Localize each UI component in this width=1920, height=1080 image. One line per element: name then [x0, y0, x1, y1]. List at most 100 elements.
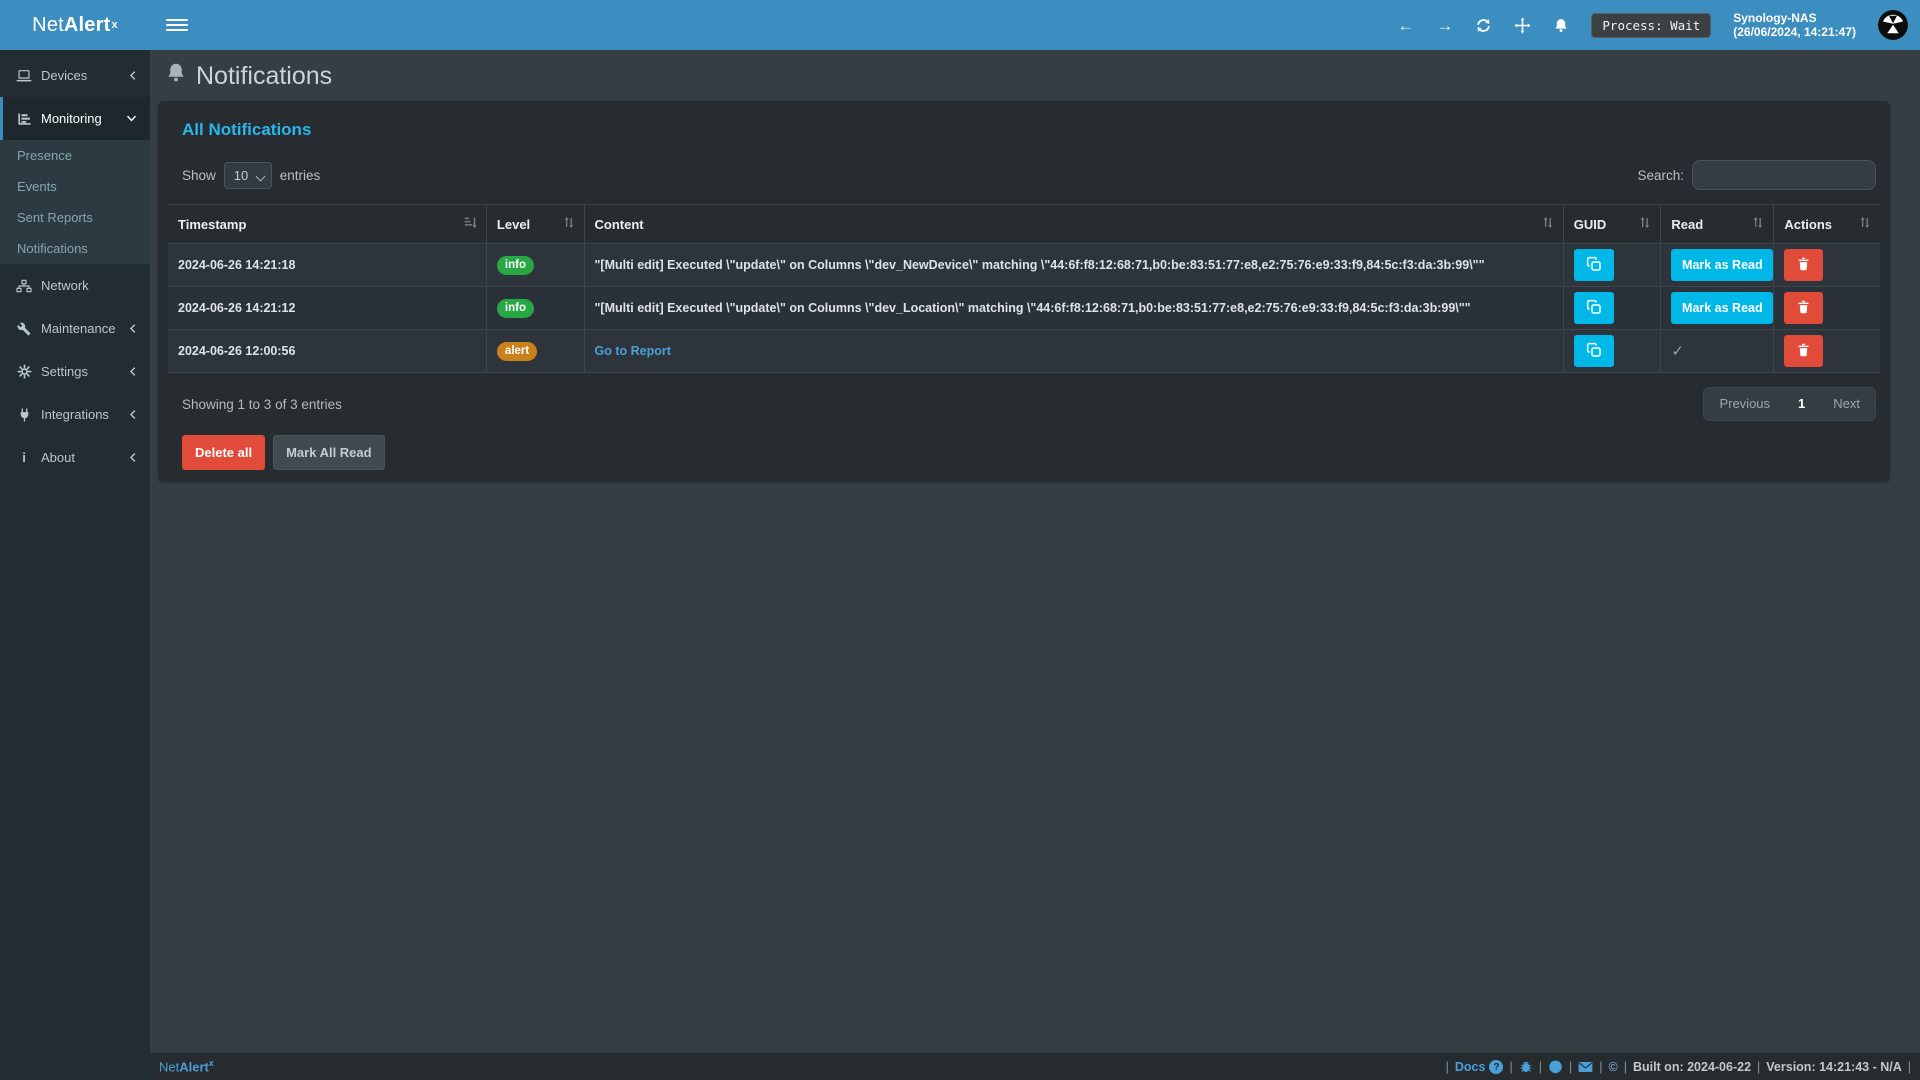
navbar-right: ← →	[1397, 10, 1908, 40]
column-header-timestamp[interactable]: Timestamp	[168, 204, 487, 244]
chart-icon	[16, 112, 32, 126]
sidebar-item-network[interactable]: Network	[0, 264, 150, 307]
actions-cell	[1773, 243, 1880, 287]
plug-icon	[16, 407, 32, 422]
sidebar-item-presence[interactable]: Presence	[17, 148, 72, 163]
copy-icon	[1586, 256, 1602, 275]
notifications-card: All Notifications Show 10 entries Search…	[158, 101, 1890, 482]
footer: NetAlertx | Docs ? | |	[150, 1053, 1920, 1080]
github-icon[interactable]	[1548, 1059, 1563, 1074]
content-cell: Go to Report	[584, 329, 1564, 373]
sidebar-item-label: Network	[41, 278, 89, 293]
copy-guid-button[interactable]	[1573, 292, 1614, 324]
monitoring-submenu: Presence Events Sent Reports Notificatio…	[0, 140, 150, 264]
page-length-select[interactable]: 10	[223, 161, 272, 189]
copyright-link[interactable]: ©	[1608, 1059, 1618, 1074]
sidebar-item-about[interactable]: i About	[0, 436, 150, 479]
refresh-icon[interactable]	[1475, 17, 1492, 34]
actions-cell	[1773, 329, 1880, 373]
pagination-page-1[interactable]: 1	[1798, 396, 1806, 411]
pagination-next[interactable]: Next	[1833, 396, 1860, 411]
search-input[interactable]	[1692, 160, 1876, 190]
sidebar-item-label: About	[41, 450, 75, 465]
status-badge: info	[496, 255, 534, 275]
sidebar-item-monitoring[interactable]: Monitoring	[0, 97, 150, 140]
column-header-guid[interactable]: GUID	[1563, 204, 1662, 244]
read-cell: ✓	[1660, 329, 1775, 373]
column-header-content[interactable]: Content	[584, 204, 1564, 244]
timestamp-cell: 2024-06-26 12:00:56	[168, 329, 487, 373]
app-logo[interactable]: Net Alert x	[32, 13, 118, 36]
chevron-left-icon	[128, 452, 137, 463]
status-badge: info	[496, 298, 534, 318]
table-row: 2024-06-26 12:00:56 alert Go to Report	[168, 329, 1880, 373]
trash-icon	[1796, 342, 1811, 361]
notifications-bell-icon[interactable]	[1553, 17, 1569, 34]
sidebar-item-sent-reports[interactable]: Sent Reports	[17, 210, 93, 225]
bug-report-icon[interactable]	[1519, 1060, 1533, 1074]
guid-cell	[1563, 329, 1662, 373]
chevron-left-icon	[128, 323, 137, 334]
move-icon[interactable]	[1514, 16, 1532, 34]
sidebar-item-settings[interactable]: Settings	[0, 350, 150, 393]
column-header-level[interactable]: Level	[486, 204, 585, 244]
column-header-read[interactable]: Read	[1660, 204, 1775, 244]
mark-as-read-button[interactable]: Mark as Read	[1671, 249, 1773, 281]
footer-brand[interactable]: NetAlertx	[159, 1058, 214, 1075]
sidebar-item-events[interactable]: Events	[17, 179, 57, 194]
sidebar-item-label: Settings	[41, 364, 88, 379]
sidebar-item-notifications[interactable]: Notifications	[17, 241, 88, 256]
content-area: Notifications All Notifications Show 10 …	[150, 50, 1920, 1053]
process-status-badge[interactable]: Process: Wait	[1591, 12, 1712, 38]
sort-desc-icon	[464, 216, 477, 232]
guid-cell	[1563, 286, 1662, 330]
read-cell: Mark as Read	[1660, 243, 1775, 287]
copy-guid-button[interactable]	[1573, 249, 1614, 281]
delete-notification-button[interactable]	[1784, 292, 1824, 324]
delete-notification-button[interactable]	[1784, 335, 1824, 367]
mark-as-read-button[interactable]: Mark as Read	[1671, 292, 1773, 324]
forward-arrow-icon[interactable]: →	[1436, 15, 1454, 35]
delete-notification-button[interactable]	[1784, 249, 1824, 281]
pagination-previous[interactable]: Previous	[1719, 396, 1771, 411]
table-row: 2024-06-26 14:21:12 info "[Multi edit] E…	[168, 286, 1880, 330]
sidebar-toggle-button[interactable]	[166, 19, 188, 31]
content-cell: "[Multi edit] Executed \"update\" on Col…	[584, 286, 1564, 330]
sitemap-icon	[16, 279, 32, 293]
table-header-row: Timestamp Level	[168, 204, 1880, 244]
show-label: Show	[182, 167, 216, 183]
wrench-icon	[16, 322, 32, 336]
go-to-report-link[interactable]: Go to Report	[594, 344, 671, 358]
sidebar-item-maintenance[interactable]: Maintenance	[0, 307, 150, 350]
delete-all-button[interactable]: Delete all	[182, 435, 266, 470]
page-header: Notifications	[150, 50, 1920, 101]
table-info-text: Showing 1 to 3 of 3 entries	[182, 396, 342, 412]
page-length-control: Show 10 entries	[182, 161, 321, 189]
copy-guid-button[interactable]	[1573, 335, 1614, 367]
actions-cell	[1773, 286, 1880, 330]
sidebar-item-integrations[interactable]: Integrations	[0, 393, 150, 436]
back-arrow-icon[interactable]: ←	[1397, 15, 1415, 35]
search-control: Search:	[1637, 160, 1876, 190]
bell-icon	[165, 61, 187, 91]
chevron-down-icon	[126, 114, 137, 123]
host-time: (26/06/2024, 14:21:47)	[1733, 25, 1856, 39]
chevron-left-icon	[128, 70, 137, 81]
entries-label: entries	[279, 167, 321, 183]
mark-all-read-button[interactable]: Mark All Read	[273, 435, 385, 470]
docs-link[interactable]: Docs ?	[1455, 1059, 1504, 1074]
sort-both-icon	[1752, 216, 1764, 232]
user-avatar[interactable]	[1878, 10, 1908, 40]
navbar: ← →	[150, 0, 1920, 50]
trash-icon	[1796, 256, 1811, 275]
help-icon: ?	[1489, 1059, 1504, 1074]
sort-both-icon	[563, 216, 575, 232]
card-heading: All Notifications	[182, 120, 312, 139]
email-icon[interactable]	[1578, 1061, 1593, 1073]
logo-text: Net	[32, 13, 64, 36]
sidebar-item-devices[interactable]: Devices	[0, 54, 150, 97]
column-header-actions[interactable]: Actions	[1773, 204, 1880, 244]
sidebar-item-label: Monitoring	[41, 111, 102, 126]
trash-icon	[1796, 299, 1811, 318]
host-info: Synology-NAS (26/06/2024, 14:21:47)	[1733, 11, 1856, 39]
